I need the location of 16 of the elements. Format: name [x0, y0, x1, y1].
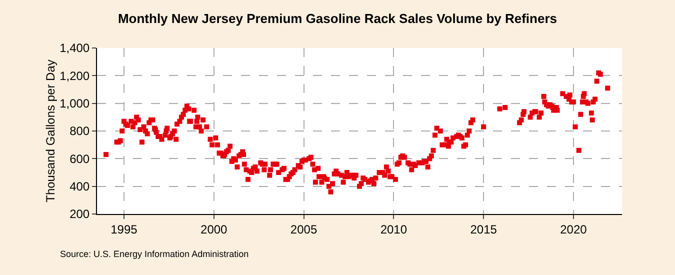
y-tick-label: 800: [70, 124, 90, 138]
x-tick-label: 2000: [200, 222, 228, 236]
y-tick-label: 200: [70, 207, 90, 222]
y-tick-label: 1,200: [60, 68, 90, 83]
y-tick-label: 1,400: [60, 41, 90, 56]
chart-title: Monthly New Jersey Premium Gasoline Rack Sales Volume by Refiners: [118, 10, 558, 26]
y-tick-label: 600: [70, 152, 90, 166]
x-tick-label: 2010: [380, 222, 408, 236]
x-tick-label: 2015: [470, 222, 498, 236]
source-note: Source: U.S. Energy Information Administration: [60, 249, 249, 259]
y-tick-label: 400: [70, 180, 90, 194]
x-tick-label: 2020: [560, 222, 588, 236]
x-tick-label: 1995: [110, 222, 138, 236]
x-tick-label: 2005: [290, 222, 318, 236]
y-axis-title: Thousand Gallons per Day: [44, 60, 58, 202]
y-tick-label: 1,000: [60, 96, 90, 111]
